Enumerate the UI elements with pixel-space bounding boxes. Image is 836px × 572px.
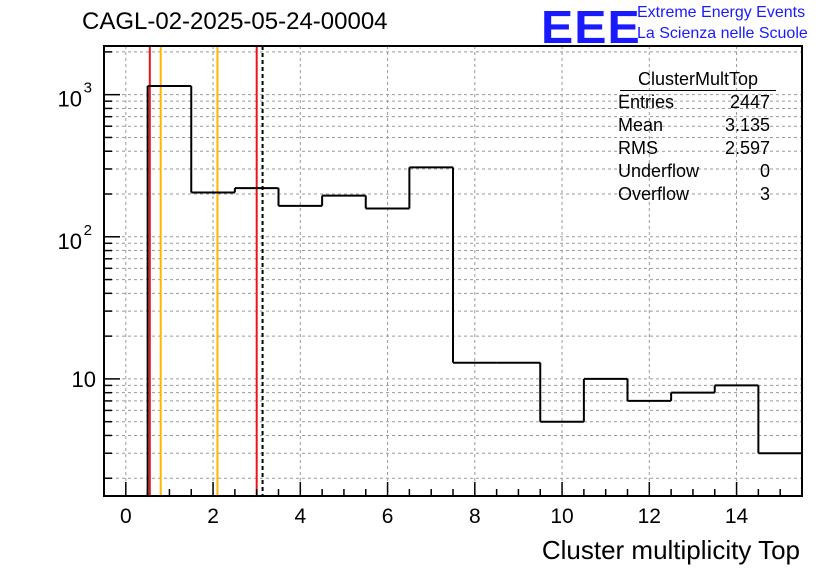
grid-lines: [104, 46, 802, 496]
stats-value: 0: [759, 161, 770, 181]
stats-value: 3: [759, 184, 770, 204]
y-tick-label-exponent: 2: [84, 222, 92, 239]
stats-value: 2447: [729, 92, 770, 112]
x-tick-label: 6: [382, 505, 394, 528]
histogram-series: [146, 85, 802, 496]
x-axis: 0 2 4 6 8 10 12 14: [120, 482, 781, 528]
stats-box: ClusterMultTop Entries 2447 Mean 3.135 R…: [612, 68, 776, 206]
x-axis-label: Cluster multiplicity Top: [541, 535, 800, 565]
stats-label: Mean: [618, 115, 664, 135]
x-tick-label: 0: [120, 505, 132, 528]
x-tick-label: 14: [725, 505, 749, 528]
x-tick-label: 4: [294, 505, 306, 528]
stats-label: Entries: [618, 92, 675, 112]
stats-row-rms: RMS 2.597: [612, 137, 776, 160]
x-tick-label: 2: [207, 505, 219, 528]
stats-value: 3.135: [724, 115, 770, 135]
y-tick-label: 10: [72, 367, 96, 392]
stats-row-overflow: Overflow 3: [612, 183, 776, 206]
plot-title: CAGL-02-2025-05-24-00004: [82, 8, 388, 35]
y-tick-label-exponent: 3: [84, 80, 92, 97]
stats-title: ClusterMultTop: [620, 68, 776, 91]
stats-label: RMS: [618, 138, 658, 158]
y-tick-label: 10: [58, 87, 82, 112]
x-tick-label: 12: [638, 505, 661, 528]
y-tick-label: 10: [58, 229, 82, 254]
stats-row-underflow: Underflow 0: [612, 160, 776, 183]
x-tick-label: 8: [469, 505, 481, 528]
x-tick-label: 10: [550, 505, 573, 528]
logo-caption-line1: Extreme Energy Events: [637, 4, 806, 21]
stats-row-mean: Mean 3.135: [612, 114, 776, 137]
vertical-marker-lines: [148, 46, 264, 496]
logo-caption-line2: La Scienza nelle Scuole: [637, 25, 808, 42]
stats-value: 2.597: [724, 138, 770, 158]
stats-label: Overflow: [618, 184, 690, 204]
eee-logo: EEE: [541, 1, 641, 53]
stats-label: Underflow: [618, 161, 700, 181]
stats-row-entries: Entries 2447: [612, 91, 776, 114]
